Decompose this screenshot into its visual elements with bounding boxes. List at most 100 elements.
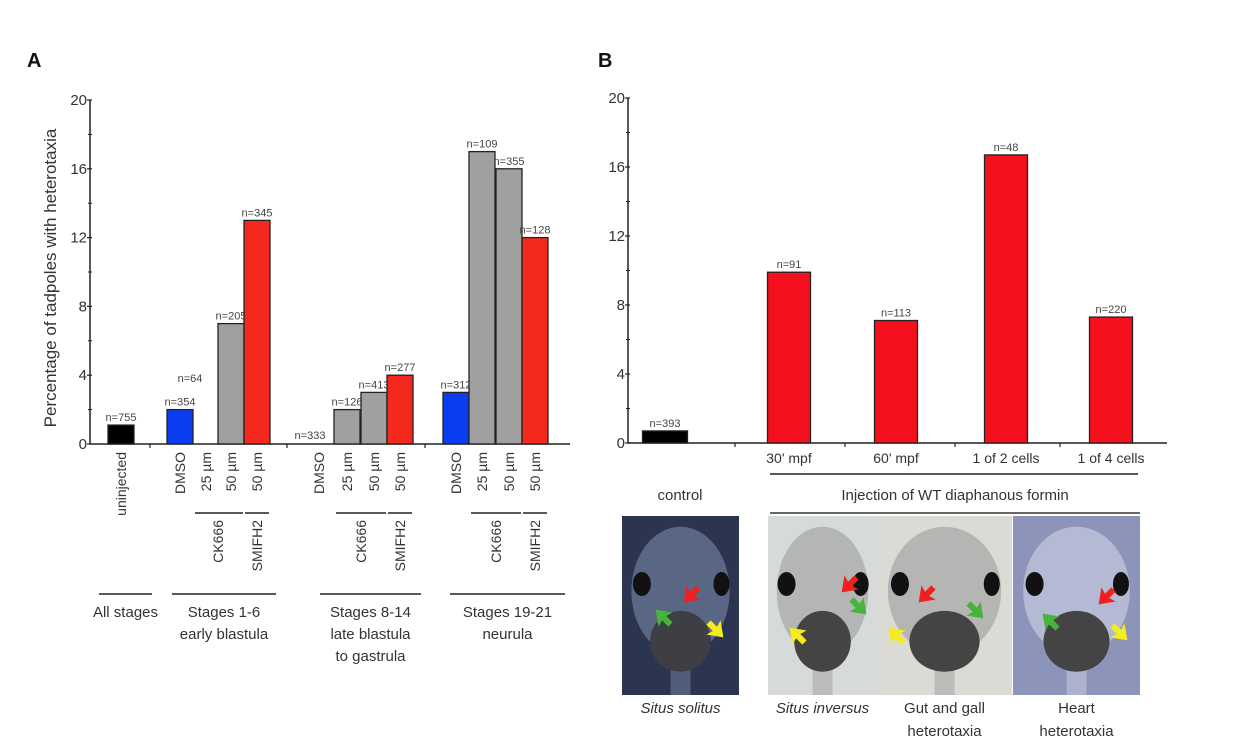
y-tick-label: 16 — [608, 159, 625, 176]
tadpole-gut — [1043, 610, 1110, 672]
embryo-image — [768, 516, 877, 695]
x-tick-label: 30' mpf — [766, 450, 812, 466]
tadpole-gut — [909, 610, 980, 672]
n-label: n=345 — [242, 207, 273, 219]
n-label: n=128 — [520, 225, 551, 237]
injection-group-label: Injection of WT diaphanous formin — [841, 487, 1068, 504]
red-arrow-icon — [918, 585, 936, 603]
treatment-label-smifh2: SMIFH2 — [392, 520, 408, 572]
x-category-label: 50 µm — [249, 452, 265, 491]
bar — [217, 322, 245, 445]
tadpole-eye — [1025, 572, 1044, 597]
x-category-label: 25 µm — [198, 452, 214, 491]
tadpole-eye — [890, 572, 909, 597]
x-category-label: 50 µm — [501, 452, 517, 491]
bar — [243, 219, 271, 445]
y-tick-label: 4 — [617, 366, 625, 383]
embryo-images: Situs solitus Situs inversus Gut and gall h… — [622, 516, 1140, 740]
bar — [333, 408, 361, 445]
image-caption: Situs solitus — [640, 700, 721, 717]
x-category-label: DMSO — [172, 452, 188, 494]
n-label: n=64 — [178, 373, 203, 385]
x-category-label: uninjected — [113, 452, 129, 516]
n-label: n=109 — [467, 139, 498, 151]
group-label: early blastula — [180, 626, 269, 643]
n-label: n=220 — [1096, 304, 1127, 316]
bar — [495, 168, 523, 445]
red-arrow-icon — [841, 575, 859, 593]
bar — [166, 408, 194, 445]
yellow-arrow-icon — [888, 627, 906, 645]
bar — [1088, 316, 1134, 444]
embryo-image — [877, 516, 1012, 695]
x-category-label: DMSO — [311, 452, 327, 494]
x-category-label: 50 µm — [223, 452, 239, 491]
treatment-label-smifh2: SMIFH2 — [527, 520, 543, 572]
group-label: Stages 8-14 — [330, 604, 411, 621]
n-label: n=113 — [881, 308, 911, 320]
y-tick-label: 8 — [79, 298, 87, 315]
y-tick-label: 20 — [608, 90, 625, 107]
bar — [442, 391, 470, 445]
treatment-label-ck666: CK666 — [488, 520, 504, 563]
y-tick-label: 0 — [79, 436, 87, 453]
n-label: n=277 — [385, 362, 416, 374]
y-tick-label: 8 — [617, 297, 625, 314]
bar — [641, 430, 689, 444]
n-label: n=755 — [106, 412, 137, 424]
x-category-label: 50 µm — [366, 452, 382, 491]
n-label: n=393 — [650, 418, 681, 430]
bar — [386, 374, 414, 445]
group-label: neurula — [482, 626, 533, 643]
bar — [873, 319, 919, 444]
bar — [468, 150, 496, 445]
green-arrow-icon — [849, 597, 867, 615]
n-label: n=333 — [295, 430, 326, 442]
yellow-arrow-icon — [789, 627, 807, 645]
tadpole-eye — [713, 572, 730, 597]
image-caption: Gut and gall — [904, 700, 985, 717]
bar — [983, 154, 1029, 444]
y-tick-label: 12 — [608, 228, 625, 245]
green-arrow-icon — [655, 609, 673, 627]
tadpole-eye — [632, 572, 651, 597]
x-category-label: 50 µm — [392, 452, 408, 491]
panel-label-a: A — [27, 50, 41, 72]
x-tick-label: 60' mpf — [873, 450, 919, 466]
tadpole-eye — [1112, 572, 1129, 597]
x-category-label: 50 µm — [527, 452, 543, 491]
control-group-label: control — [657, 487, 702, 504]
n-label: n=126 — [332, 397, 363, 409]
panel-a-chart: 0 4 8 12 16 20 n=755 uninjected n=354 DMSO n=64 25 … — [70, 92, 570, 665]
n-label: n=354 — [165, 397, 196, 409]
tadpole-eye — [983, 572, 1000, 597]
n-label: n=413 — [359, 379, 390, 391]
tadpole-eye — [777, 572, 796, 597]
n-label: n=312 — [441, 379, 472, 391]
y-tick-label: 0 — [617, 435, 625, 452]
image-caption: heterotaxia — [907, 723, 982, 740]
red-arrow-icon — [683, 585, 701, 603]
tadpole-gut — [650, 610, 711, 672]
bar — [360, 391, 388, 445]
treatment-label-ck666: CK666 — [353, 520, 369, 563]
y-tick-label: 12 — [70, 230, 87, 247]
group-label: late blastula — [330, 626, 411, 643]
bar — [766, 271, 812, 444]
group-label: Stages 19-21 — [463, 604, 552, 621]
image-caption: Situs inversus — [776, 700, 870, 717]
n-label: n=91 — [777, 259, 802, 271]
embryo-image — [1013, 516, 1140, 695]
y-tick-label: 16 — [70, 161, 87, 178]
group-label: to gastrula — [335, 648, 406, 665]
image-caption: heterotaxia — [1039, 723, 1114, 740]
n-label: n=205 — [216, 311, 247, 323]
yellow-arrow-icon — [1110, 623, 1128, 641]
y-tick-label: 20 — [70, 92, 87, 109]
red-arrow-icon — [1098, 587, 1116, 605]
n-label: n=48 — [994, 142, 1019, 154]
x-category-label: 25 µm — [339, 452, 355, 491]
x-tick-label: 1 of 4 cells — [1078, 450, 1145, 466]
panel-a-y-axis-title: Percentage of tadpoles with heterotaxia — [41, 128, 60, 427]
yellow-arrow-icon — [706, 620, 724, 638]
